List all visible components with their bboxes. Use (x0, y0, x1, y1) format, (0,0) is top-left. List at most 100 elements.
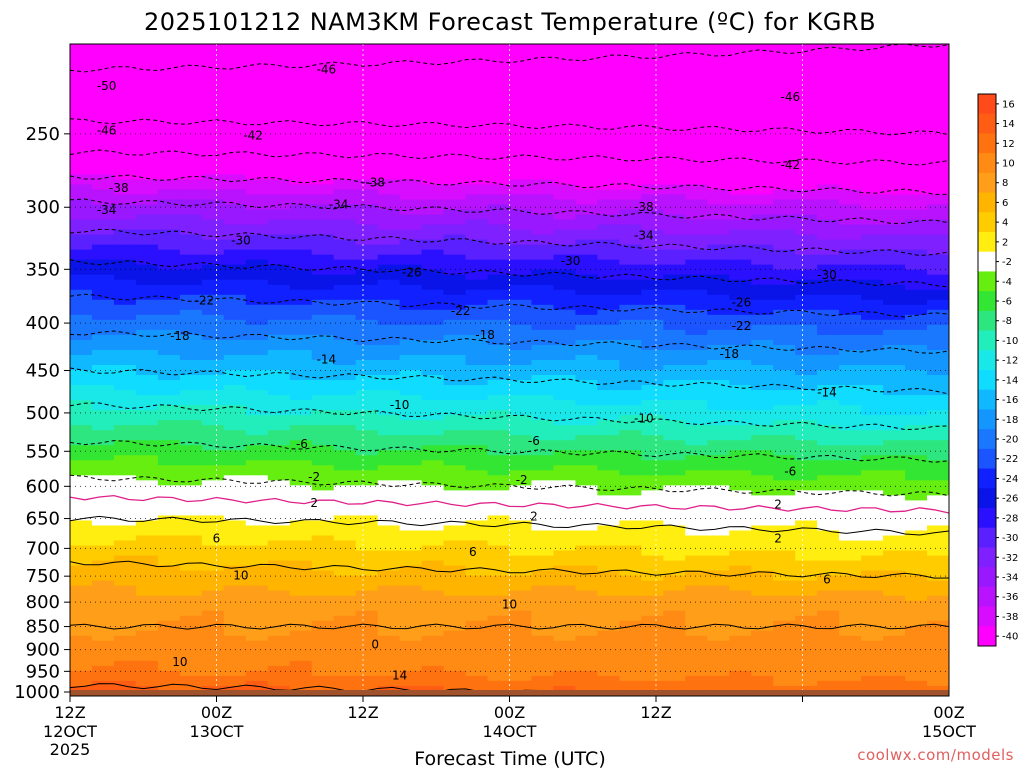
temperature-cell (201, 224, 225, 231)
temperature-cell (201, 159, 225, 165)
temperature-cell (377, 189, 401, 196)
temperature-cell (861, 304, 884, 311)
temperature-cell (575, 635, 598, 642)
temperature-cell (619, 214, 642, 221)
temperature-cell (179, 249, 203, 256)
temperature-cell (91, 480, 115, 486)
temperature-cell (355, 515, 379, 522)
temperature-cell (597, 154, 620, 160)
temperature-cell (179, 69, 203, 75)
temperature-cell (795, 329, 818, 336)
temperature-cell (135, 670, 159, 677)
temperature-cell (201, 580, 225, 587)
temperature-cell (333, 264, 357, 271)
temperature-cell (135, 680, 159, 687)
temperature-cell (311, 425, 335, 431)
temperature-cell (817, 189, 840, 196)
temperature-cell (751, 425, 774, 431)
temperature-cell (91, 89, 115, 95)
temperature-cell (399, 179, 423, 186)
temperature-cell (421, 324, 445, 331)
temperature-cell (795, 435, 818, 441)
temperature-cell (443, 575, 467, 582)
temperature-cell (729, 49, 752, 55)
temperature-cell (597, 385, 620, 391)
temperature-cell (685, 349, 708, 356)
temperature-cell (223, 550, 247, 557)
temperature-cell (641, 59, 664, 65)
temperature-cell (773, 550, 796, 557)
temperature-cell (245, 114, 269, 120)
temperature-cell (641, 209, 664, 216)
temperature-cell (729, 485, 752, 491)
temperature-cell (70, 565, 93, 572)
temperature-cell (751, 475, 774, 481)
temperature-cell (795, 460, 818, 466)
temperature-cell (751, 339, 774, 346)
temperature-cell (707, 635, 730, 642)
temperature-cell (575, 380, 598, 386)
temperature-cell (113, 124, 137, 130)
temperature-cell (333, 370, 357, 376)
temperature-cell (663, 229, 686, 236)
temperature-cell (465, 530, 489, 537)
temperature-cell (531, 124, 555, 130)
temperature-cell (663, 264, 686, 271)
temperature-cell (795, 600, 818, 607)
temperature-cell (91, 550, 115, 557)
temperature-cell (773, 64, 796, 70)
temperature-cell (201, 269, 225, 276)
temperature-cell (70, 550, 93, 557)
temperature-cell (91, 675, 115, 682)
temperature-cell (91, 294, 115, 301)
temperature-cell (70, 99, 93, 105)
temperature-cell (773, 94, 796, 100)
temperature-cell (157, 94, 181, 100)
temperature-cell (333, 550, 357, 557)
temperature-cell (113, 159, 137, 165)
temperature-cell (641, 660, 664, 667)
temperature-cell (531, 680, 555, 687)
temperature-cell (355, 44, 379, 50)
temperature-cell (553, 124, 577, 130)
temperature-cell (553, 284, 577, 291)
temperature-cell (421, 259, 445, 266)
temperature-cell (377, 219, 401, 226)
temperature-cell (773, 99, 796, 105)
temperature-cell (377, 199, 401, 206)
temperature-cell (487, 420, 511, 426)
temperature-cell (245, 510, 269, 517)
temperature-cell (883, 129, 906, 135)
temperature-cell (267, 620, 291, 627)
temperature-cell (817, 279, 840, 286)
temperature-cell (663, 520, 686, 527)
temperature-cell (531, 475, 555, 481)
temperature-cell (553, 274, 577, 281)
temperature-cell (223, 575, 247, 582)
temperature-cell (289, 104, 313, 110)
temperature-cell (355, 410, 379, 416)
temperature-cell (201, 114, 225, 120)
temperature-cell (399, 199, 423, 206)
temperature-cell (641, 64, 664, 70)
temperature-cell (773, 244, 796, 251)
temperature-cell (399, 425, 423, 431)
temperature-cell (641, 194, 664, 201)
temperature-cell (421, 395, 445, 401)
temperature-cell (421, 354, 445, 361)
temperature-cell (641, 475, 664, 481)
temperature-cell (201, 164, 225, 170)
temperature-cell (311, 525, 335, 532)
temperature-cell (91, 465, 115, 471)
temperature-cell (157, 354, 181, 361)
temperature-cell (267, 164, 291, 170)
temperature-cell (883, 309, 906, 316)
temperature-cell (883, 445, 906, 451)
temperature-cell (245, 94, 269, 100)
temperature-cell (223, 89, 247, 95)
temperature-cell (641, 400, 664, 406)
temperature-cell (817, 314, 840, 321)
temperature-cell (663, 94, 686, 100)
temperature-cell (223, 304, 247, 311)
temperature-cell (641, 154, 664, 160)
